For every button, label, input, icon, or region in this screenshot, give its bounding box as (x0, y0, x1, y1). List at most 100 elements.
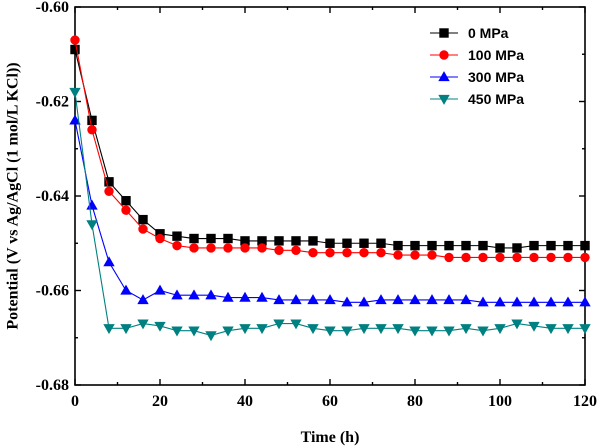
data-point (545, 324, 557, 335)
data-point (461, 252, 471, 263)
data-point (545, 296, 557, 307)
data-point (273, 294, 285, 305)
y-axis: -0.60 -0.62 -0.64 -0.66 -0.68 (36, 0, 585, 394)
legend-label: 300 MPa (468, 69, 524, 85)
data-point (359, 248, 369, 258)
data-point (307, 324, 319, 335)
data-point (325, 248, 335, 258)
data-point (478, 240, 488, 251)
data-point (546, 240, 556, 251)
data-point (103, 256, 115, 267)
data-point (358, 296, 370, 307)
data-point (120, 284, 132, 295)
data-point (239, 291, 251, 302)
data-point (120, 324, 132, 335)
data-point (308, 236, 318, 246)
data-point (69, 114, 81, 125)
data-point (494, 296, 506, 307)
legend-marker (439, 28, 449, 38)
data-point (171, 326, 183, 337)
data-point (87, 125, 97, 135)
data-point (291, 245, 301, 256)
series-450-mpa (69, 87, 591, 342)
data-point (444, 252, 454, 263)
data-point (528, 296, 540, 307)
data-point (511, 319, 523, 330)
legend-label: 100 MPa (468, 47, 524, 63)
data-point (240, 243, 250, 253)
data-point (341, 326, 353, 337)
data-point (427, 240, 437, 251)
legend-marker (438, 71, 450, 82)
x-tick-label: 0 (71, 393, 79, 410)
data-point (443, 326, 455, 337)
data-point (580, 252, 590, 263)
data-point (477, 326, 489, 337)
data-point (239, 324, 251, 335)
x-tick-label: 80 (407, 393, 423, 410)
data-point (562, 324, 574, 335)
y-tick-label: -0.68 (36, 377, 69, 394)
data-point (188, 326, 200, 337)
data-point (206, 243, 216, 253)
y-tick-label: -0.66 (36, 283, 69, 300)
data-point (70, 35, 80, 45)
data-point (222, 326, 234, 337)
data-point (189, 233, 199, 244)
data-point (512, 252, 522, 263)
data-point (223, 233, 233, 244)
data-point (86, 220, 98, 231)
data-point (529, 252, 539, 263)
data-point (579, 324, 591, 335)
series-300-mpa (69, 114, 591, 307)
data-point (512, 243, 522, 253)
data-point (206, 233, 216, 244)
y-tick-label: -0.64 (36, 188, 69, 205)
data-point (307, 294, 319, 305)
series-layer (69, 35, 591, 342)
data-point (376, 238, 386, 248)
data-point (563, 240, 573, 251)
data-point (342, 238, 352, 248)
data-point (205, 331, 217, 342)
data-point (562, 296, 574, 307)
x-tick-label: 40 (237, 393, 253, 410)
data-point (494, 324, 506, 335)
data-point (137, 319, 149, 330)
data-point (410, 250, 420, 260)
data-point (121, 196, 131, 206)
data-point (256, 324, 268, 335)
legend-label: 450 MPa (468, 91, 524, 107)
series-line (74, 120, 585, 303)
data-point (223, 243, 233, 253)
data-point (427, 250, 437, 260)
data-point (121, 205, 131, 215)
x-tick-label: 120 (573, 393, 597, 410)
data-point (495, 243, 505, 253)
data-point (528, 321, 540, 332)
data-point (103, 324, 115, 335)
legend-label: 0 MPa (468, 25, 509, 41)
data-point (444, 240, 454, 251)
data-point (393, 240, 403, 251)
x-tick-label: 20 (152, 393, 168, 410)
data-point (155, 233, 165, 244)
legend-item: 450 MPa (430, 91, 524, 107)
data-point (546, 252, 556, 263)
data-point (392, 294, 404, 305)
data-point (529, 240, 539, 251)
legend: 0 MPa 100 MPa 300 MPa 450 MPa (430, 25, 524, 107)
data-point (579, 296, 591, 307)
data-point (376, 248, 386, 258)
data-point (274, 236, 284, 246)
data-point (257, 243, 267, 253)
data-point (274, 245, 284, 256)
y-tick-label: -0.60 (36, 0, 69, 16)
data-point (359, 238, 369, 248)
legend-marker (438, 94, 450, 105)
data-point (460, 324, 472, 335)
x-axis-title: Time (h) (301, 429, 360, 446)
data-point (308, 248, 318, 258)
data-point (375, 324, 387, 335)
